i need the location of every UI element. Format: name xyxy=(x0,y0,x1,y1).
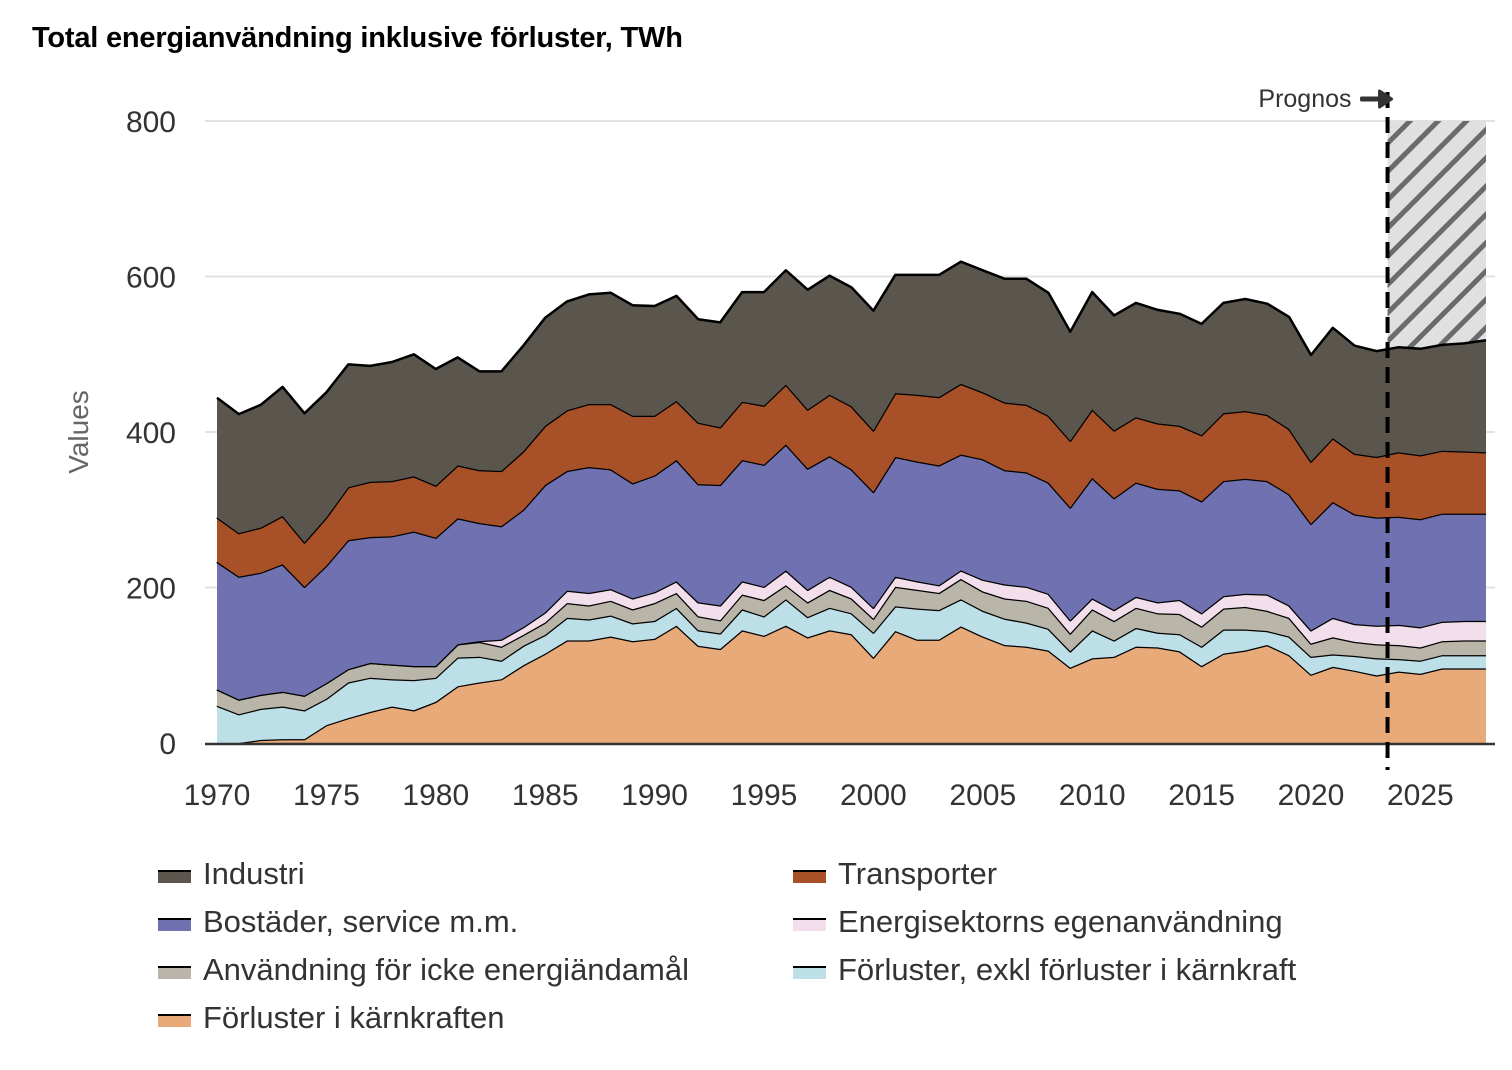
legend-swatch xyxy=(793,965,826,979)
y-tick-label: 200 xyxy=(126,573,176,606)
area-anv-ndning-f-r-icke-energi-ndam-l xyxy=(217,578,1486,715)
legend-item-bost-der-service-m-m[interactable]: Bostäder, service m.m. xyxy=(158,904,518,940)
x-tick-label: 1970 xyxy=(184,779,251,812)
x-tick-label: 2020 xyxy=(1278,779,1345,812)
x-tick-label: 2005 xyxy=(949,779,1016,812)
legend-swatch xyxy=(793,917,826,931)
x-tick-label: 2025 xyxy=(1387,779,1454,812)
y-tick-label: 400 xyxy=(126,417,176,450)
area-f-rluster-exkl-f-rluster-i-k-rnkraft xyxy=(217,599,1486,743)
x-tick-label: 2010 xyxy=(1059,779,1126,812)
legend-label: Industri xyxy=(203,856,305,891)
x-tick-label: 1990 xyxy=(621,779,688,812)
legend-label: Energisektorns egenanvändning xyxy=(838,904,1283,939)
legend-label: Transporter xyxy=(838,856,998,891)
area-f-rluster-i-k-rnkraften xyxy=(217,625,1486,743)
prognos-marker: Prognos xyxy=(1258,85,1394,113)
prognos-label: Prognos xyxy=(1258,85,1351,113)
x-tick-label: 2015 xyxy=(1168,779,1235,812)
legend-swatch xyxy=(158,1013,191,1027)
area-transporter xyxy=(217,383,1486,587)
legend-swatch xyxy=(158,917,191,931)
y-tick-label: 800 xyxy=(126,106,176,139)
area-energisektorns-egenanv-ndning xyxy=(217,570,1486,700)
legend-item-industri[interactable]: Industri xyxy=(158,856,305,892)
chart-title: Total energianvändning inklusive förlust… xyxy=(32,22,683,54)
legend-swatch xyxy=(793,869,826,883)
y-axis-title: Values xyxy=(63,390,94,474)
stacked-area-chart: 0 200 400 600 800 1970 1975 1980 1985 1990 1995 20… xyxy=(63,85,1495,812)
x-tick-label: 2000 xyxy=(840,779,907,812)
legend-label: Bostäder, service m.m. xyxy=(203,904,519,939)
area-bost-der-service-m-m xyxy=(217,444,1486,700)
y-tick-label: 0 xyxy=(159,728,176,761)
legend-label: Förluster i kärnkraften xyxy=(203,1000,505,1035)
legend-item-transporter[interactable]: Transporter xyxy=(793,856,997,892)
area-outline-industri xyxy=(216,260,1487,416)
arrow-shape xyxy=(1360,89,1394,109)
legend-item-anv-ndning-f-r-icke-energi-ndam-l[interactable]: Användning för icke energiändamål xyxy=(158,952,689,988)
legend-item-f-rluster-exkl-f-rluster-i-k-rnkraft[interactable]: Förluster, exkl förluster i kärnkraft xyxy=(793,952,1296,988)
arrow-right-icon xyxy=(1360,89,1394,109)
legend-item-energisektorns-egenanv-ndning[interactable]: Energisektorns egenanvändning xyxy=(793,904,1283,940)
x-tick-label: 1975 xyxy=(293,779,360,812)
legend-label: Användning för icke energiändamål xyxy=(203,952,689,987)
x-tick-label: 1985 xyxy=(512,779,579,812)
area-series xyxy=(216,260,1487,745)
axes xyxy=(205,92,1495,770)
x-tick-label: 1980 xyxy=(402,779,469,812)
x-axis-ticks: 1970 1975 1980 1985 1990 1995 2000 2005 2010 2015… xyxy=(184,779,1454,812)
legend-label: Förluster, exkl förluster i kärnkraft xyxy=(838,952,1297,987)
legend-item-f-rluster-i-k-rnkraften[interactable]: Förluster i kärnkraften xyxy=(158,1000,505,1036)
y-tick-label: 600 xyxy=(126,262,176,295)
legend-swatch xyxy=(158,869,191,883)
legend-swatch xyxy=(158,965,191,979)
x-tick-label: 1995 xyxy=(731,779,798,812)
y-axis-ticks: 0 200 400 600 800 xyxy=(126,106,176,761)
